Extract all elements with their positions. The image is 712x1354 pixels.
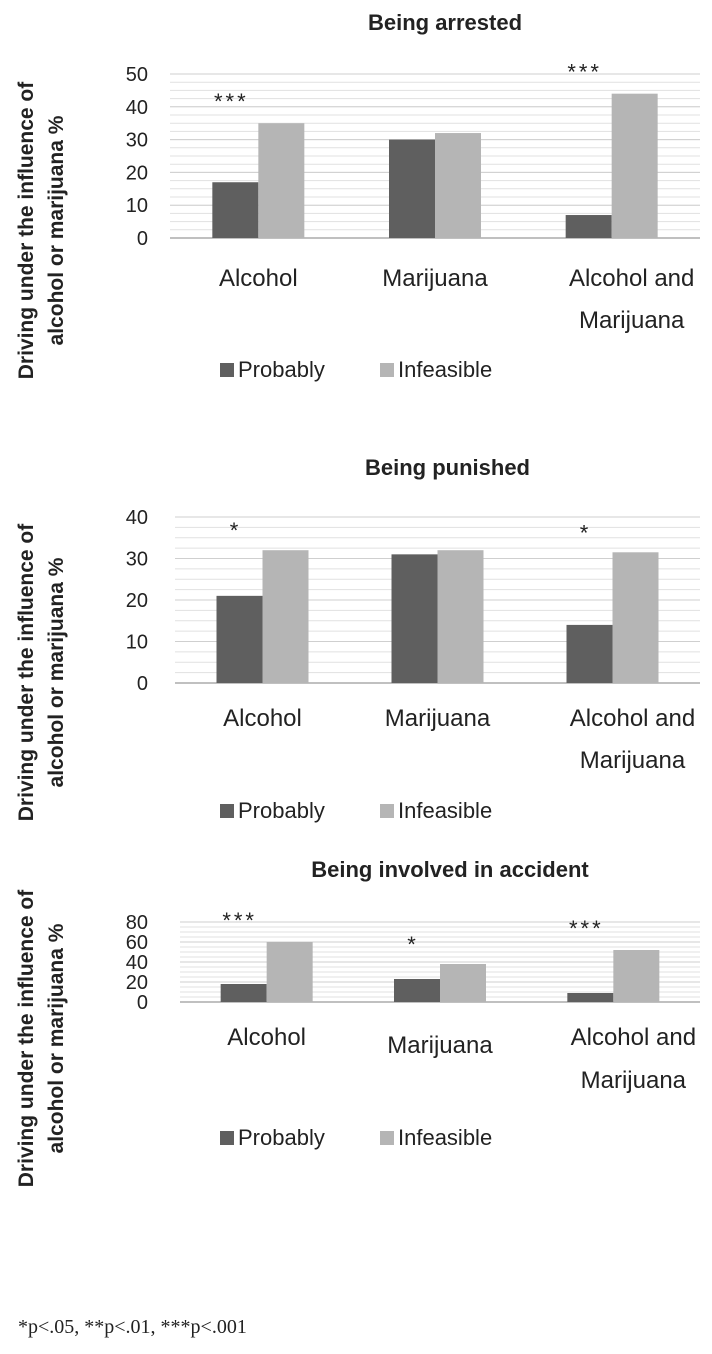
y-axis-label-line2: alcohol or marijuana % [45, 557, 68, 787]
y-axis-label: Driving under the influence of [15, 523, 38, 822]
y-axis-label: Driving under the influence of [15, 889, 38, 1188]
y-tick-label: 0 [137, 673, 148, 695]
bar-infeasible-3 [612, 552, 659, 683]
y-tick-label: 0 [137, 228, 148, 250]
legend-swatch-probably [220, 804, 234, 818]
significance-marker: *** [569, 916, 604, 941]
bar-probably-1 [216, 595, 263, 683]
y-tick-label: 10 [126, 632, 148, 654]
y-tick-label: 0 [137, 992, 148, 1014]
bar-infeasible-1 [262, 550, 309, 683]
legend-label-probably: Probably [238, 1125, 325, 1150]
significance-marker: *** [214, 89, 249, 114]
y-tick-label: 20 [126, 972, 148, 994]
bar-probably-3 [567, 993, 614, 1002]
x-category-label: Marijuana [581, 1067, 687, 1094]
x-category-label: Alcohol and [571, 1024, 696, 1051]
bar-probably-1 [212, 182, 259, 238]
significance-marker: * [230, 518, 242, 543]
chart-title: Being involved in accident [311, 857, 589, 882]
legend-swatch-infeasible [380, 804, 394, 818]
y-axis-label-line2: alcohol or marijuana % [45, 923, 68, 1153]
bar-infeasible-1 [266, 942, 313, 1002]
bar-infeasible-2 [437, 550, 484, 683]
bar-probably-3 [566, 624, 613, 683]
y-tick-label: 20 [126, 162, 148, 184]
x-category-label: Marijuana [385, 705, 491, 732]
legend-label-infeasible: Infeasible [398, 1125, 492, 1150]
legend-label-probably: Probably [238, 798, 325, 823]
x-category-label: Alcohol [219, 265, 298, 292]
legend-label-infeasible: Infeasible [398, 357, 492, 382]
y-tick-label: 40 [126, 507, 148, 529]
y-tick-label: 30 [126, 549, 148, 571]
bar-probably-3 [565, 215, 612, 238]
y-tick-label: 10 [126, 195, 148, 217]
x-category-label: Alcohol and [570, 705, 695, 732]
x-category-label: Alcohol [227, 1024, 306, 1051]
bar-probably-2 [391, 554, 438, 683]
bar-infeasible-2 [435, 133, 481, 238]
y-tick-label: 50 [126, 64, 148, 86]
significance-marker: * [407, 932, 419, 957]
chart-panel-3: Being involved in accident Driving under … [15, 857, 700, 1187]
y-tick-label: 80 [126, 912, 148, 934]
y-axis-label: Driving under the influence of [15, 81, 38, 380]
x-category-label: Alcohol and [569, 265, 694, 292]
bar-probably-2 [394, 979, 440, 1002]
y-tick-label: 40 [126, 952, 148, 974]
chart-title: Being arrested [368, 10, 522, 35]
chart-panel-2: Being punished Driving under the influenc… [15, 455, 700, 823]
x-category-label: Marijuana [387, 1032, 493, 1059]
legend-swatch-probably [220, 1131, 234, 1145]
chart-title: Being punished [365, 455, 530, 480]
y-tick-label: 20 [126, 590, 148, 612]
significance-marker: * [580, 520, 592, 545]
legend-swatch-probably [220, 363, 234, 377]
x-category-label: Marijuana [382, 265, 488, 292]
bar-infeasible-3 [613, 950, 660, 1002]
bar-infeasible-3 [611, 93, 658, 239]
significance-footnote: *p<.05, **p<.01, ***p<.001 [18, 1316, 247, 1338]
y-tick-label: 40 [126, 97, 148, 119]
bar-infeasible-1 [258, 123, 305, 238]
legend-swatch-infeasible [380, 363, 394, 377]
x-category-label: Alcohol [223, 705, 302, 732]
legend-label-infeasible: Infeasible [398, 798, 492, 823]
x-category-label: Marijuana [579, 307, 685, 334]
chart-panel-1: Being arrested Driving under the influenc… [15, 10, 700, 382]
significance-marker: *** [222, 908, 257, 933]
y-tick-label: 60 [126, 932, 148, 954]
y-axis-label-line2: alcohol or marijuana % [45, 115, 68, 345]
significance-marker: *** [567, 60, 602, 85]
y-tick-label: 30 [126, 130, 148, 152]
bar-infeasible-2 [440, 964, 486, 1002]
legend-swatch-infeasible [380, 1131, 394, 1145]
bar-probably-1 [220, 984, 267, 1002]
x-category-label: Marijuana [580, 747, 686, 774]
legend-label-probably: Probably [238, 357, 325, 382]
bar-probably-2 [389, 139, 435, 238]
